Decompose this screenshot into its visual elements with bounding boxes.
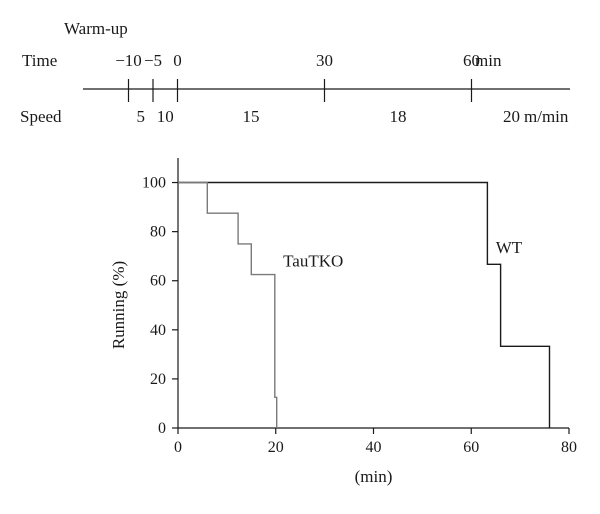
series-line-wt xyxy=(178,181,551,428)
y-axis-ticks: 0 20 40 60 80 100 xyxy=(142,175,178,437)
protocol-speed-value: 15 xyxy=(243,107,260,126)
protocol-speed-value: 20 xyxy=(503,107,520,126)
protocol-time-tick-label: 60 xyxy=(463,51,480,70)
protocol-speed-value: 5 xyxy=(137,107,146,126)
y-tick-label: 60 xyxy=(150,273,166,290)
x-tick-label: 0 xyxy=(174,439,182,456)
x-axis-label: (min) xyxy=(355,467,393,486)
protocol-ticks: −10 −5 0 30 60 xyxy=(115,51,480,102)
series-line-tautko xyxy=(178,181,278,428)
x-tick-label: 20 xyxy=(268,439,284,456)
protocol-speed-value: 10 xyxy=(157,107,174,126)
speed-label: Speed xyxy=(20,107,62,126)
y-tick-label: 100 xyxy=(142,175,166,192)
series-label-wt: WT xyxy=(496,238,523,257)
time-unit-label: min xyxy=(475,51,502,70)
time-label: Time xyxy=(22,51,57,70)
x-tick-label: 80 xyxy=(561,439,577,456)
series-label-tautko: TauTKO xyxy=(283,252,343,271)
x-axis-ticks: 0 20 40 60 80 xyxy=(174,428,577,456)
protocol-time-tick-label: 30 xyxy=(316,51,333,70)
y-tick-label: 0 xyxy=(158,420,166,437)
protocol-speed-value: 18 xyxy=(390,107,407,126)
y-tick-label: 40 xyxy=(150,322,166,339)
x-tick-label: 40 xyxy=(366,439,382,456)
protocol-time-tick-label: 0 xyxy=(173,51,182,70)
running-chart: 0 20 40 60 80 100 0 20 40 60 80 Running (%) (min)… xyxy=(109,158,577,486)
warmup-label: Warm-up xyxy=(64,19,128,38)
x-tick-label: 60 xyxy=(463,439,479,456)
y-tick-label: 20 xyxy=(150,371,166,388)
series-layer xyxy=(178,181,551,428)
y-tick-label: 80 xyxy=(150,224,166,241)
y-axis-label: Running (%) xyxy=(109,261,128,349)
protocol-time-tick-label: −10 xyxy=(115,51,142,70)
protocol-time-tick-label: −5 xyxy=(144,51,162,70)
protocol-speeds: 5 10 15 18 20 xyxy=(137,107,521,126)
protocol-timeline: Warm-up Time Speed min −10 −5 0 30 60 5 10 15 1… xyxy=(20,19,570,126)
speed-unit-label: m/min xyxy=(524,107,569,126)
